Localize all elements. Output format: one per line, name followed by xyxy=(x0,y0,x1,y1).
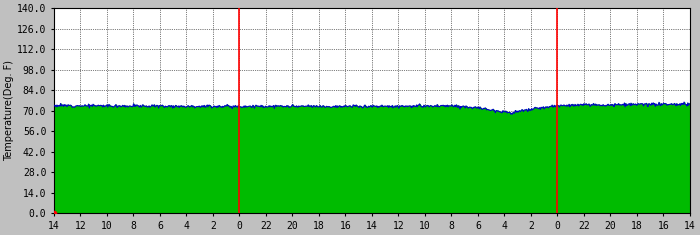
Y-axis label: Temperature(Deg. F): Temperature(Deg. F) xyxy=(4,60,14,161)
